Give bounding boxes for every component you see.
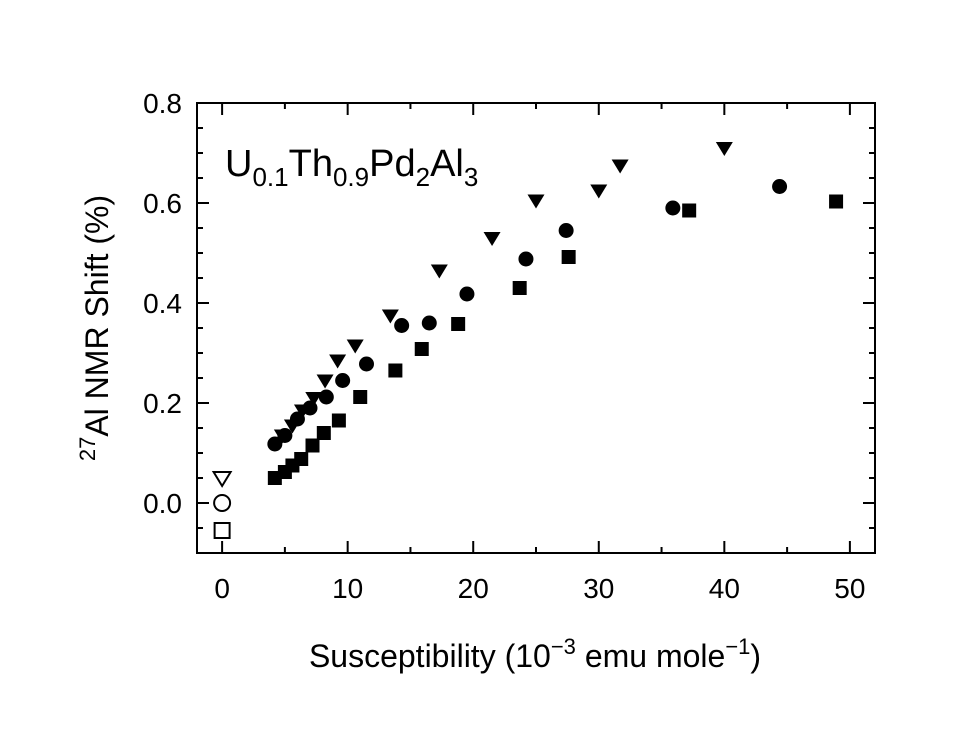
circles-point [359, 356, 374, 372]
triangles-point [715, 142, 733, 156]
circles-point [394, 318, 410, 333]
annotation-part: 0.9 [333, 162, 369, 192]
circles-point [421, 315, 437, 331]
annotation-part: Pd [369, 143, 415, 185]
xlabel-part: ) [750, 638, 761, 674]
circles-point [289, 411, 305, 427]
circles-point [665, 200, 681, 216]
ylabel-part: 27 [75, 437, 100, 461]
squares-point [353, 390, 368, 404]
triangles-point [430, 264, 448, 279]
axis-ticks [197, 102, 875, 554]
squares-point [305, 438, 320, 453]
ylabel-part: Al NMR Shift (%) [79, 195, 115, 437]
y-axis-title: 27Al NMR Shift (%) [75, 195, 115, 461]
triangles-point [590, 184, 608, 199]
x-tick-label: 10 [332, 573, 363, 604]
data-marks [211, 142, 844, 539]
x-tick-label: 40 [709, 573, 740, 604]
squares-point [316, 426, 331, 440]
triangles-point [316, 374, 334, 389]
x-axis-title: Susceptibility (10−3 emu mole−1) [309, 634, 761, 674]
xlabel-part: emu mole [576, 638, 725, 674]
squares-point [414, 342, 429, 356]
circles-point [335, 373, 351, 388]
circles-point [277, 428, 293, 443]
circles-point [318, 389, 334, 405]
circles-point [302, 400, 318, 416]
x-tick-label: 20 [458, 573, 489, 604]
triangles-point [381, 309, 399, 324]
xlabel-part: −3 [551, 634, 576, 659]
annotation-part: 0.1 [252, 162, 288, 192]
circles-point [772, 179, 788, 194]
x-tick-label: 50 [834, 573, 865, 604]
squares-point [682, 203, 697, 218]
circles-point [267, 436, 283, 452]
triangles-point [305, 392, 323, 406]
circles-point [558, 223, 574, 238]
squares-point [561, 250, 576, 264]
squares-point [829, 194, 844, 209]
triangles-point [329, 354, 347, 369]
compound-annotation: U0.1Th0.9Pd2Al3 [225, 143, 478, 192]
axis-tick-labels: 0 10 20 30 40 50 0.0 0.2 0.4 0.6 0.8 [143, 88, 865, 604]
squares-point [388, 363, 403, 378]
xlabel-part: Susceptibility (10 [309, 638, 551, 674]
open-triangle-point [211, 471, 233, 488]
circles-point [459, 286, 475, 302]
xlabel-part: −1 [725, 634, 750, 659]
x-tick-label: 30 [583, 573, 614, 604]
annotation-part: Th [289, 143, 333, 185]
triangles-point [483, 232, 501, 246]
triangles-point [611, 159, 629, 174]
annotation-part: 2 [416, 162, 430, 192]
squares-point [512, 281, 527, 295]
y-tick-label: 0.4 [143, 288, 182, 319]
y-tick-label: 0.2 [143, 388, 182, 419]
annotation-part: U [225, 143, 252, 185]
squares-point [331, 413, 346, 428]
circles-point [518, 251, 534, 267]
x-tick-label: 0 [214, 573, 230, 604]
y-tick-label: 0.8 [143, 88, 182, 119]
annotation-part: 3 [464, 162, 478, 192]
annotation-part: Al [430, 143, 464, 185]
triangles-point [346, 339, 364, 354]
squares-point [451, 317, 466, 331]
open-circle-point [213, 494, 232, 512]
y-tick-label: 0.0 [143, 488, 182, 519]
open-square-point [213, 522, 231, 539]
squares-point [294, 452, 309, 466]
triangles-point [527, 194, 545, 209]
y-tick-label: 0.6 [143, 188, 182, 219]
